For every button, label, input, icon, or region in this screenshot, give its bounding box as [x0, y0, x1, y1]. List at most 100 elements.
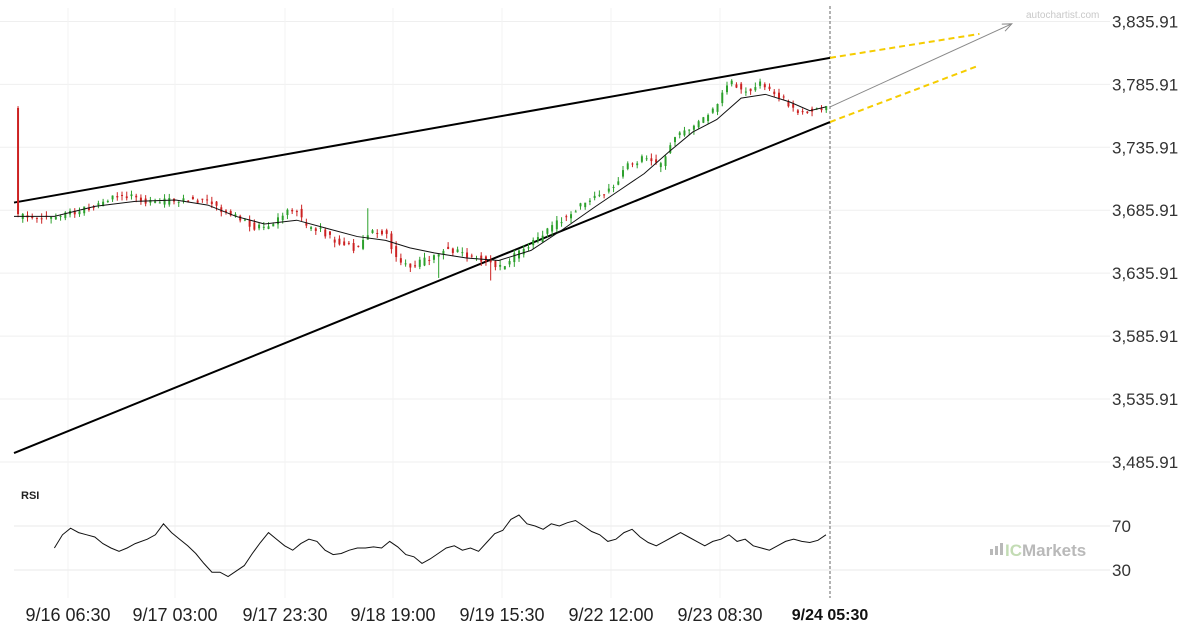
rsi-line [53, 514, 827, 578]
candle-body [158, 202, 161, 204]
candle-body [532, 240, 535, 246]
candle-body [744, 91, 747, 93]
candle-body [489, 259, 492, 263]
candle-body [234, 214, 237, 217]
candle-body [87, 207, 90, 211]
candle-body [395, 246, 398, 258]
candle-body [546, 228, 549, 234]
trend-lines-layer [13, 56, 831, 454]
y-tick-label: 3,685.91 [1112, 201, 1178, 220]
candle-body [683, 130, 686, 136]
candle-body [286, 209, 289, 216]
y-tick-label: 3,635.91 [1112, 264, 1178, 283]
candle-body [749, 88, 752, 92]
candle-body [78, 211, 81, 215]
upper-projection-line [829, 32, 980, 59]
moving-average-layer [14, 93, 827, 261]
candle-body [116, 196, 119, 198]
brand-logo: ICMarkets [990, 541, 1086, 560]
candle-body [371, 230, 374, 234]
candle-body [735, 84, 738, 88]
candle-body [622, 170, 625, 177]
candle-body [674, 137, 677, 143]
candle-body [640, 156, 643, 162]
brand-bar-icon [1000, 543, 1003, 555]
candle-body [522, 249, 525, 255]
projection-layer [829, 23, 1013, 123]
candle-body [40, 218, 43, 220]
candle-body [461, 252, 464, 254]
candle-body [281, 215, 284, 221]
candle-body [702, 117, 705, 123]
candle-body [163, 198, 166, 205]
candle-body [796, 110, 799, 113]
candle-body [721, 92, 724, 104]
candle-body [508, 261, 511, 265]
candle-body [187, 200, 190, 202]
candle-body [565, 216, 568, 218]
candle-body [154, 201, 157, 203]
candle-body [655, 159, 658, 163]
candle-body [584, 202, 587, 208]
candle-body [121, 194, 124, 196]
candle-body [763, 84, 766, 88]
candle-body [191, 196, 194, 200]
y-tick-label: 3,735.91 [1112, 138, 1178, 157]
candle-body [97, 203, 100, 206]
resistance-trend-line [13, 56, 831, 204]
candle-body [716, 103, 719, 112]
x-tick-label: 9/19 15:30 [459, 605, 544, 625]
candle-body [664, 156, 667, 167]
candle-body [215, 201, 218, 206]
candle-body [328, 231, 331, 235]
candle-body [338, 238, 341, 245]
candle-body [792, 104, 795, 108]
watermark-text: autochartist.com [1026, 10, 1099, 21]
candle-body [314, 228, 317, 231]
candle-body [551, 225, 554, 232]
candle-body [220, 207, 223, 213]
candle-body [267, 226, 270, 229]
candle-body [253, 222, 256, 230]
candle-body [607, 188, 610, 192]
lower-projection-line [829, 64, 980, 123]
y-tick-label: 3,835.91 [1112, 12, 1178, 31]
candle-body [92, 206, 95, 208]
candle-body [470, 255, 473, 257]
candle-body [409, 263, 412, 268]
candle-body [83, 206, 86, 214]
y-tick-label: 3,485.91 [1112, 453, 1178, 472]
candle-body [499, 264, 502, 267]
candle-body [645, 158, 648, 160]
candle-body [333, 239, 336, 243]
candle-body [527, 247, 530, 249]
y-tick-label: 3,785.91 [1112, 75, 1178, 94]
candle-body [319, 227, 322, 229]
candle-body [536, 237, 539, 241]
candle-body [428, 259, 431, 261]
brand-bar-icon [995, 546, 998, 555]
forecast-arrow-line [829, 23, 1012, 108]
candle-body [773, 91, 776, 95]
candle-body [414, 265, 417, 267]
candle-body [697, 121, 700, 128]
candle-body [541, 235, 544, 243]
candle-body [239, 215, 242, 221]
candle-body [447, 246, 450, 249]
candle-body [820, 108, 823, 111]
candle-body [102, 201, 105, 207]
candle-body [555, 220, 558, 230]
candle-body [612, 186, 615, 188]
candle-body [466, 252, 469, 258]
candle-body [451, 248, 454, 253]
candle-body [59, 215, 62, 217]
candle-body [669, 145, 672, 153]
candle-body [305, 222, 308, 226]
x-tick-label: 9/18 19:00 [350, 605, 435, 625]
candle-body [574, 211, 577, 213]
candle-body [603, 194, 606, 196]
candle-body [210, 201, 213, 205]
candle-body [35, 217, 38, 219]
x-tick-label: 9/17 03:00 [132, 605, 217, 625]
